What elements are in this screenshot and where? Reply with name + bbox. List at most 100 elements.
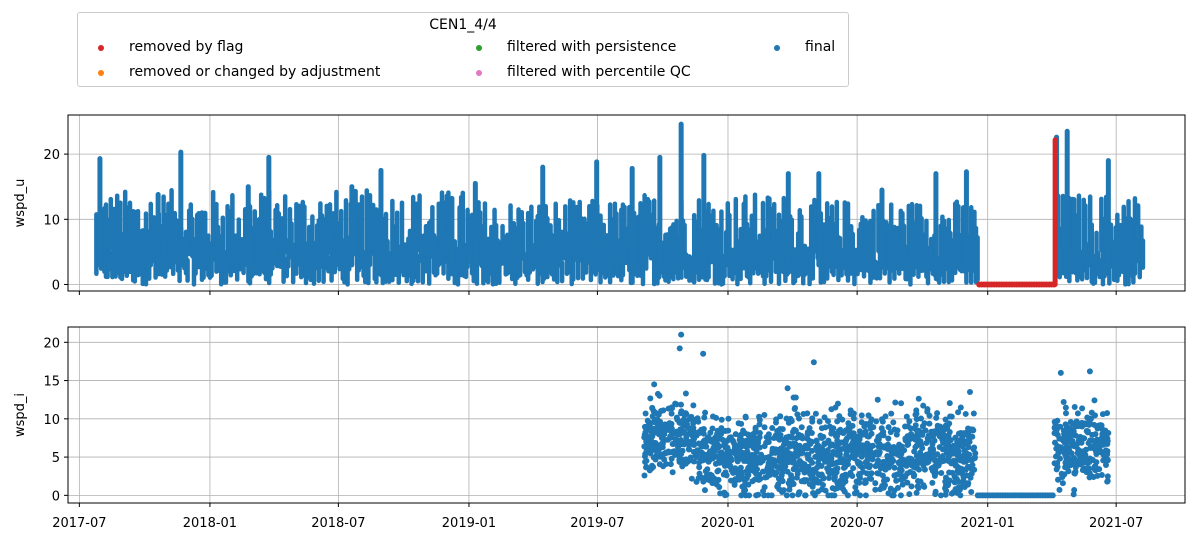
data-point <box>1091 397 1098 404</box>
data-point <box>834 451 841 458</box>
legend-label: filtered with percentile QC <box>507 64 691 80</box>
data-point <box>885 490 892 497</box>
data-point <box>1054 417 1061 424</box>
data-point <box>1086 470 1093 477</box>
data-point <box>908 483 915 490</box>
data-point <box>727 434 734 441</box>
data-point <box>968 488 975 495</box>
data-point <box>1054 445 1061 452</box>
x-tick-label: 2017-07 <box>52 516 106 531</box>
data-point <box>915 395 922 402</box>
data-point <box>919 431 926 438</box>
data-point <box>1057 369 1064 376</box>
data-point <box>955 430 962 437</box>
data-point <box>1071 455 1078 462</box>
data-point <box>1103 461 1110 468</box>
y-tick-label: 0 <box>52 489 60 504</box>
data-point <box>748 465 755 472</box>
legend-label: filtered with persistence <box>507 39 677 55</box>
data-point <box>717 490 724 497</box>
data-point <box>657 442 664 449</box>
data-point <box>678 460 685 467</box>
data-point <box>678 331 685 338</box>
data-point <box>786 450 793 457</box>
data-point <box>912 464 919 471</box>
data-point <box>831 442 838 449</box>
data-point <box>661 456 668 463</box>
data-point <box>1058 470 1065 477</box>
data-point <box>692 452 699 459</box>
data-point <box>709 413 716 420</box>
data-point <box>756 413 763 420</box>
data-point <box>850 415 857 422</box>
data-point <box>798 424 805 431</box>
data-point <box>809 447 816 454</box>
data-point <box>1069 441 1076 448</box>
data-point <box>850 435 857 442</box>
data-point <box>890 419 897 426</box>
data-point <box>955 454 962 461</box>
data-point <box>971 454 978 461</box>
data-point <box>678 438 685 445</box>
data-point <box>799 435 806 442</box>
data-point <box>728 456 735 463</box>
data-point <box>1064 463 1071 470</box>
data-point <box>1093 451 1100 458</box>
data-point <box>887 429 894 436</box>
data-point <box>690 402 697 409</box>
data-point <box>767 471 774 478</box>
data-point <box>820 455 827 462</box>
data-point <box>834 418 841 425</box>
data-point <box>846 432 853 439</box>
data-point <box>777 413 784 420</box>
data-point <box>902 435 909 442</box>
data-point <box>647 395 654 402</box>
data-point <box>702 443 709 450</box>
data-point <box>651 381 658 388</box>
data-point <box>844 492 851 499</box>
data-point <box>822 424 829 431</box>
data-point <box>1061 430 1068 437</box>
data-point <box>874 470 881 477</box>
data-point <box>1062 404 1069 411</box>
data-point <box>831 476 838 483</box>
data-point <box>1079 450 1086 457</box>
x-tick-label: 2019-01 <box>442 516 496 531</box>
data-point <box>894 427 901 434</box>
legend-marker-icon <box>98 70 104 76</box>
data-point <box>898 443 905 450</box>
legend: CEN1_4/4 removed by flag removed or chan… <box>77 12 849 87</box>
data-point <box>1067 432 1074 439</box>
data-point <box>850 410 857 417</box>
data-point <box>913 489 920 496</box>
data-point <box>776 486 783 493</box>
data-point <box>654 449 661 456</box>
data-point <box>877 465 884 472</box>
data-point <box>701 414 708 421</box>
data-point <box>753 448 760 455</box>
y-tick-label: 20 <box>43 148 60 163</box>
data-point <box>926 420 933 427</box>
data-point <box>714 427 721 434</box>
data-point <box>1056 486 1063 493</box>
data-point <box>1074 410 1081 417</box>
data-point <box>641 434 648 441</box>
data-point <box>857 492 864 499</box>
x-tick-label: 2018-01 <box>183 516 237 531</box>
data-point <box>929 479 936 486</box>
data-point <box>734 458 741 465</box>
data-point <box>1066 447 1073 454</box>
data-point <box>1079 405 1086 412</box>
data-point <box>734 468 741 475</box>
data-point <box>686 416 693 423</box>
data-point <box>742 487 749 494</box>
data-point <box>866 462 873 469</box>
data-point <box>842 463 849 470</box>
data-point <box>793 435 800 442</box>
data-point <box>715 454 722 461</box>
data-point <box>872 463 879 470</box>
x-tick-label: 2019-07 <box>570 516 624 531</box>
data-point <box>850 465 857 472</box>
data-point <box>1098 471 1105 478</box>
data-point <box>861 423 868 430</box>
